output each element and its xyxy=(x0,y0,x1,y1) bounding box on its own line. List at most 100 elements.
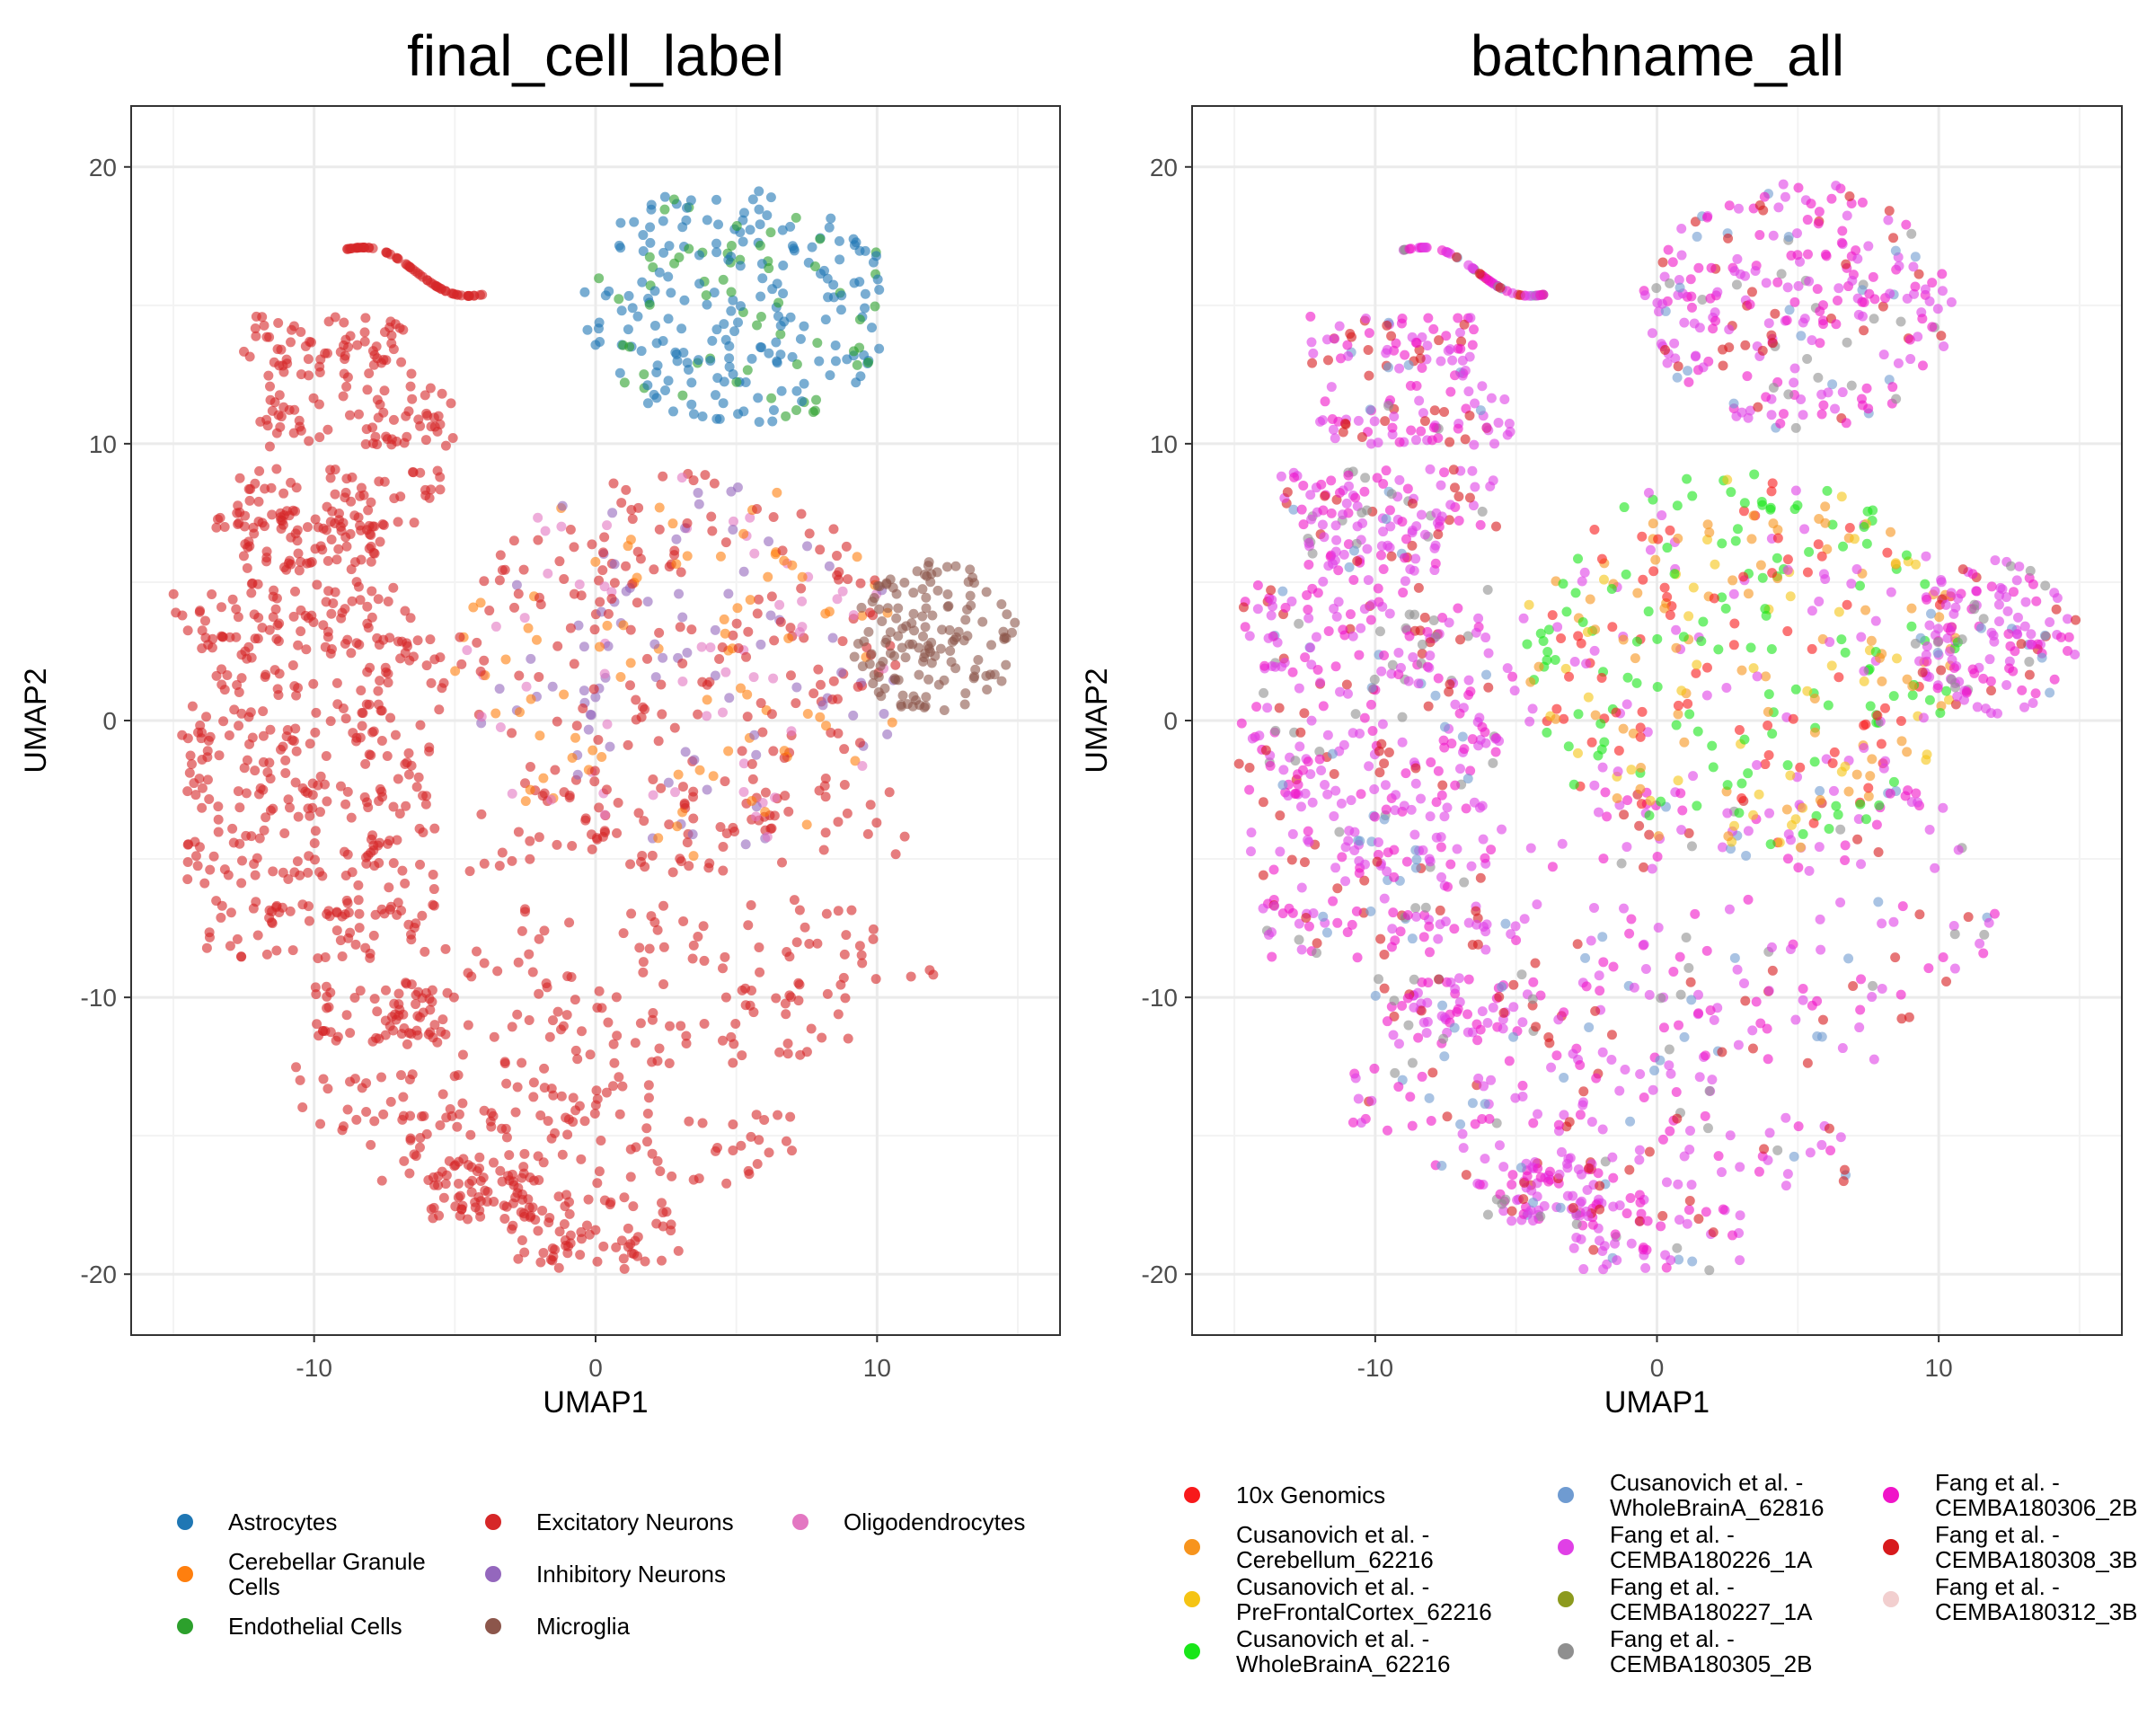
scatter-point xyxy=(568,1092,579,1103)
scatter-point xyxy=(1816,1139,1827,1150)
scatter-point xyxy=(1665,525,1675,535)
scatter-point xyxy=(2028,698,2038,709)
scatter-point xyxy=(1743,894,1754,905)
scatter-point xyxy=(1445,859,1456,870)
scatter-point xyxy=(403,769,414,780)
scatter-point xyxy=(939,705,950,716)
scatter-point xyxy=(1635,1197,1646,1208)
scatter-point xyxy=(927,610,938,621)
scatter-point xyxy=(1527,994,1538,1004)
scatter-point xyxy=(1676,250,1687,261)
scatter-point xyxy=(1376,666,1387,677)
scatter-point xyxy=(850,756,861,766)
scatter-point xyxy=(1355,836,1365,846)
scatter-point xyxy=(1498,1162,1509,1172)
scatter-point xyxy=(630,1235,641,1246)
scatter-point xyxy=(2049,674,2060,685)
scatter-point xyxy=(373,840,384,851)
scatter-point xyxy=(1870,615,1881,626)
scatter-point xyxy=(355,595,366,606)
scatter-point xyxy=(649,286,660,296)
scatter-point xyxy=(720,992,731,1003)
scatter-point xyxy=(738,208,749,218)
scatter-point xyxy=(714,413,725,424)
scatter-point xyxy=(1717,1047,1727,1057)
scatter-point xyxy=(609,1057,620,1068)
scatter-point xyxy=(1890,952,1901,963)
scatter-point xyxy=(373,594,384,605)
scatter-point xyxy=(1739,498,1750,509)
scatter-point xyxy=(523,1194,534,1205)
scatter-point xyxy=(1365,906,1376,916)
scatter-point xyxy=(603,608,614,619)
scatter-point xyxy=(656,783,667,793)
scatter-point xyxy=(1942,632,1953,643)
scatter-point xyxy=(1669,569,1680,579)
scatter-point xyxy=(182,874,193,885)
scatter-point xyxy=(216,900,227,911)
scatter-point xyxy=(718,398,729,409)
scatter-point xyxy=(1872,710,1883,721)
scatter-point xyxy=(435,652,446,663)
scatter-point xyxy=(702,694,712,705)
scatter-point xyxy=(732,317,743,328)
scatter-point xyxy=(642,380,653,391)
scatter-point xyxy=(1442,802,1453,813)
scatter-point xyxy=(1475,872,1486,883)
scatter-point xyxy=(1296,882,1307,893)
scatter-point xyxy=(827,694,838,705)
scatter-point xyxy=(746,899,756,910)
scatter-point xyxy=(1551,1050,1562,1061)
scatter-point xyxy=(450,666,461,677)
scatter-point xyxy=(656,1198,667,1208)
scatter-point xyxy=(1940,599,1951,610)
scatter-point xyxy=(1497,824,1507,835)
scatter-point xyxy=(479,858,490,869)
scatter-point xyxy=(243,536,254,547)
scatter-point xyxy=(2008,666,2019,677)
scatter-point xyxy=(1815,305,1825,316)
scatter-point xyxy=(1348,575,1359,586)
scatter-point xyxy=(1978,614,1989,624)
scatter-point xyxy=(517,1172,527,1183)
scatter-point xyxy=(675,854,685,864)
scatter-point xyxy=(340,532,351,543)
scatter-point xyxy=(1768,518,1779,529)
scatter-point xyxy=(1454,516,1464,526)
scatter-point xyxy=(338,703,349,714)
scatter-point xyxy=(573,620,584,631)
scatter-point xyxy=(876,691,887,702)
scatter-point xyxy=(342,898,353,908)
scatter-point xyxy=(1722,780,1733,791)
scatter-point xyxy=(684,861,694,871)
scatter-point xyxy=(1924,296,1935,306)
scatter-point xyxy=(1531,1022,1542,1032)
scatter-point xyxy=(694,765,705,775)
scatter-point xyxy=(474,289,485,300)
scatter-point xyxy=(1329,768,1339,779)
scatter-point xyxy=(702,679,712,690)
scatter-point xyxy=(1449,482,1460,493)
scatter-point xyxy=(1453,603,1463,614)
scatter-point xyxy=(1802,249,1813,260)
scatter-point xyxy=(479,1105,490,1116)
scatter-point xyxy=(258,756,269,767)
scatter-point xyxy=(802,708,813,719)
scatter-point xyxy=(1860,814,1871,825)
scatter-point xyxy=(429,884,439,895)
scatter-point xyxy=(1701,212,1712,223)
scatter-point xyxy=(1840,647,1851,658)
scatter-point xyxy=(1752,671,1763,682)
scatter-point xyxy=(815,234,826,244)
scatter-point xyxy=(642,398,653,409)
y-tick-label: 0 xyxy=(1163,707,1178,735)
scatter-point xyxy=(1888,776,1899,787)
scatter-point xyxy=(347,472,358,482)
scatter-point xyxy=(742,689,753,700)
scatter-point xyxy=(1477,381,1488,392)
scatter-point xyxy=(1298,480,1309,491)
scatter-point xyxy=(252,930,263,941)
scatter-point xyxy=(1712,287,1723,297)
scatter-point xyxy=(755,291,766,302)
